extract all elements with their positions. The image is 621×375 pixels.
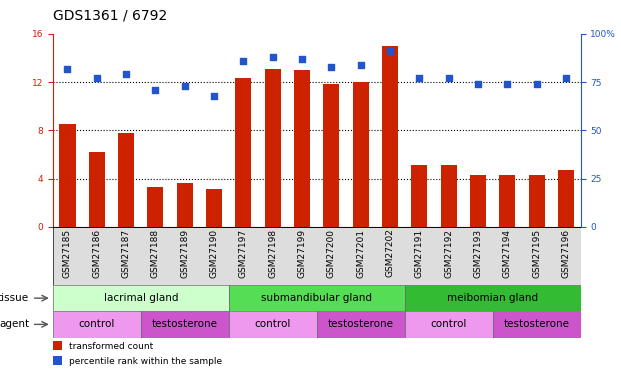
Bar (470, 175, 486, 227)
Text: GSM27194: GSM27194 (503, 229, 512, 278)
Text: GSM27199: GSM27199 (297, 229, 307, 278)
Point (268, 54, 278, 60)
Text: GSM27185: GSM27185 (63, 229, 72, 278)
Text: GDS1361 / 6792: GDS1361 / 6792 (53, 9, 167, 22)
Bar (60, 124, 76, 227)
Bar (53, 227, 581, 285)
Bar (235, 78, 252, 227)
Point (297, 56, 307, 62)
Point (180, 83, 190, 89)
Text: agent: agent (0, 320, 29, 329)
Bar (441, 165, 456, 227)
Text: testosterone: testosterone (152, 320, 218, 329)
Text: GSM27192: GSM27192 (444, 229, 453, 278)
Text: GSM27193: GSM27193 (473, 229, 483, 278)
Text: tissue: tissue (0, 293, 29, 303)
Bar (229, 311, 317, 338)
Point (473, 81, 483, 87)
Text: GSM27188: GSM27188 (151, 229, 160, 278)
Point (502, 81, 512, 87)
Point (414, 75, 424, 81)
Point (121, 71, 131, 77)
Point (238, 58, 248, 64)
Bar (499, 175, 515, 227)
Point (443, 75, 453, 81)
Bar (353, 82, 369, 227)
Bar (265, 69, 281, 227)
Bar (118, 133, 134, 227)
Bar (89, 152, 105, 227)
Text: GSM27202: GSM27202 (386, 229, 394, 278)
Bar (411, 165, 427, 227)
Text: GSM27189: GSM27189 (180, 229, 189, 278)
Text: submandibular gland: submandibular gland (261, 293, 372, 303)
Bar (177, 183, 193, 227)
Text: GSM27196: GSM27196 (561, 229, 571, 278)
Bar (558, 170, 574, 227)
Point (150, 87, 160, 93)
Text: control: control (79, 320, 115, 329)
Text: testosterone: testosterone (328, 320, 394, 329)
Text: GSM27190: GSM27190 (209, 229, 219, 278)
Text: GSM27195: GSM27195 (532, 229, 541, 278)
Point (63, 66, 73, 72)
Text: GSM27191: GSM27191 (415, 229, 424, 278)
Text: GSM27187: GSM27187 (122, 229, 130, 278)
Bar (405, 285, 581, 311)
Text: testosterone: testosterone (504, 320, 569, 329)
Bar (317, 311, 405, 338)
Bar (53, 341, 62, 350)
Text: GSM27186: GSM27186 (93, 229, 101, 278)
Bar (141, 311, 229, 338)
Text: percentile rank within the sample: percentile rank within the sample (69, 357, 222, 366)
Text: GSM27198: GSM27198 (268, 229, 277, 278)
Bar (528, 175, 545, 227)
Text: GSM27201: GSM27201 (356, 229, 365, 278)
Bar (294, 70, 310, 227)
Bar (382, 46, 398, 227)
Bar (229, 285, 405, 311)
Point (356, 62, 366, 68)
Point (532, 81, 542, 87)
Bar (405, 311, 492, 338)
Text: meibomian gland: meibomian gland (447, 293, 538, 303)
Point (209, 93, 219, 99)
Text: control: control (430, 320, 467, 329)
Bar (206, 189, 222, 227)
Text: transformed count: transformed count (69, 342, 153, 351)
Text: GSM27200: GSM27200 (327, 229, 336, 278)
Point (327, 64, 337, 70)
Bar (324, 84, 340, 227)
Text: control: control (255, 320, 291, 329)
Bar (147, 187, 163, 227)
Bar (492, 311, 581, 338)
Text: GSM27197: GSM27197 (239, 229, 248, 278)
Bar (53, 285, 229, 311)
Point (92, 75, 102, 81)
Bar (53, 311, 141, 338)
Bar (53, 356, 62, 365)
Text: lacrimal gland: lacrimal gland (104, 293, 178, 303)
Point (561, 75, 571, 81)
Point (385, 48, 395, 54)
